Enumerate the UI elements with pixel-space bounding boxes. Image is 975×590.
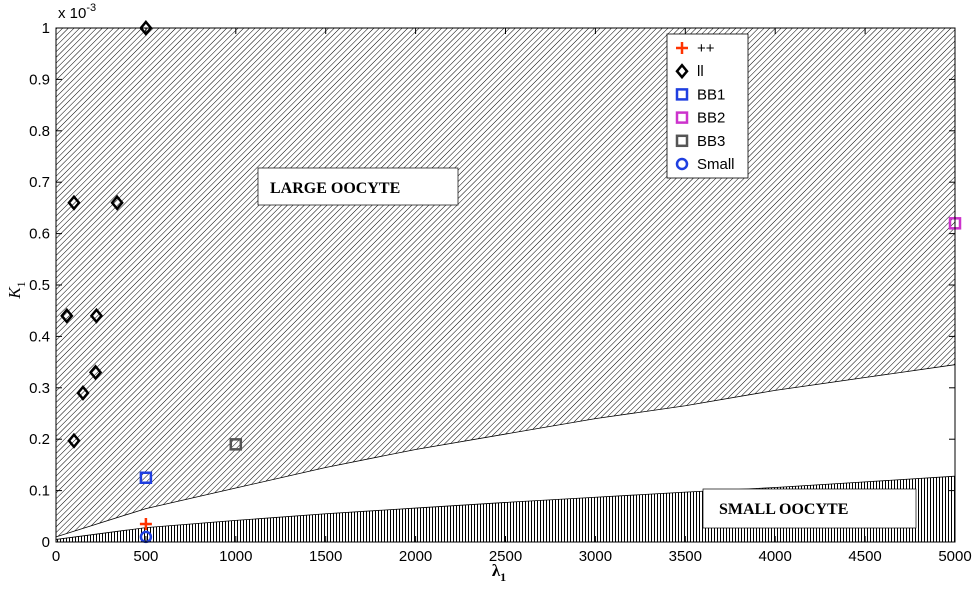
data-point-ll-diamond [67,432,81,449]
x-tick-label: 1000 [219,548,252,565]
data-point-ll-diamond [89,307,104,324]
x-tick-label: 3500 [669,548,702,565]
y-tick-label: 0.5 [29,277,50,294]
x-tick-label: 2500 [489,548,522,565]
legend: ++ ll BB1 BB2 BB3 Small [666,33,749,179]
data-point-ll-diamond [76,384,90,401]
y-tick-label: 0.2 [29,431,50,448]
axis-ticks: 0 500 1000 1500 2000 2500 3000 3500 4000 4500 5000… [29,20,972,565]
data-point-bb3-square [229,438,243,451]
legend-box [666,33,749,179]
legend-label: Small [697,156,735,173]
x-tick-label: 0 [52,548,60,565]
large-boundary-line [56,364,955,538]
plot-area [56,28,955,542]
legend-marker [676,42,688,54]
data-point-ll-diamond [67,194,81,211]
x-axis-label: λ1 [492,561,506,584]
legend-label: BB3 [697,133,725,150]
x-tick-label: 1500 [309,548,342,565]
y-multiplier: x 10-3 [58,2,96,22]
x-tick-label: 2000 [399,548,432,565]
legend-label: BB1 [697,86,725,103]
y-tick-label: 0.3 [29,380,50,397]
y-tick-label: 0.4 [29,328,50,345]
region-label-large-text: LARGE OOCYTE [270,180,400,197]
region-label-large: LARGE OOCYTE [257,167,459,206]
y-tick-label: 0.6 [29,226,50,243]
y-tick-label: 0.8 [29,123,50,140]
y-tick-label: 1 [42,20,50,37]
x-tick-label: 500 [133,548,158,565]
data-point--plus [139,518,152,531]
y-axis-label: K1 [5,281,28,299]
data-point-ll-diamond [88,364,103,381]
region-label-small: SMALL OOCYTE [702,488,917,529]
data-point-ll-diamond [60,307,74,324]
y-tick-label: 0.1 [29,483,50,500]
y-tick-label: 0 [42,534,50,551]
data-point-ll-diamond [110,194,124,211]
small-boundary-line [56,475,955,540]
data-point-bb1-square [139,471,153,484]
legend-marker [675,88,689,101]
x-tick-label: 4500 [848,548,881,565]
legend-marker [675,63,689,80]
legend-marker [675,157,689,171]
x-tick-label: 3000 [579,548,612,565]
legend-label: ll [697,63,704,80]
region-label-small-text: SMALL OOCYTE [719,501,848,518]
y-tick-label: 0.9 [29,71,50,88]
legend-label: BB2 [697,110,725,127]
y-tick-label: 0.7 [29,174,50,191]
x-tick-label: 4000 [759,548,792,565]
x-tick-label: 5000 [938,548,971,565]
legend-marker [675,111,689,124]
legend-label: ++ [697,40,715,57]
legend-marker [675,134,689,148]
